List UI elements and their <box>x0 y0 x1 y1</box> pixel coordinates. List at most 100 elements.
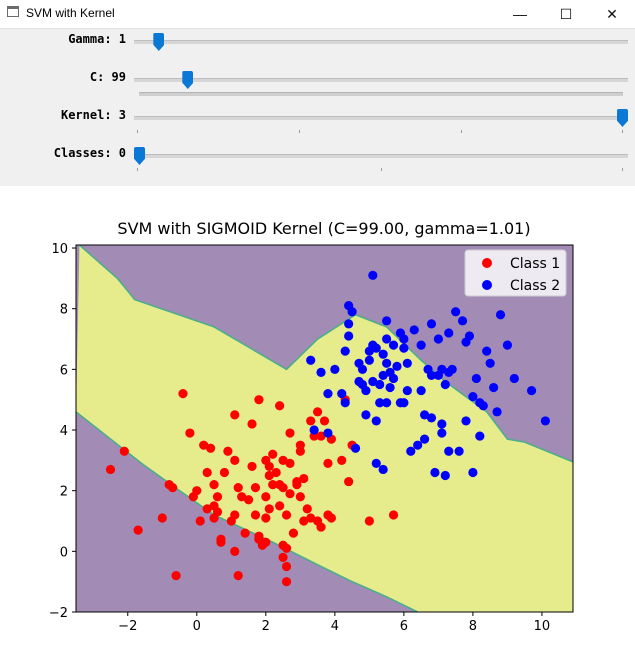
class1-point <box>254 395 264 405</box>
y-tick-label: 8 <box>60 303 68 318</box>
class1-point <box>344 476 354 487</box>
gamma-slider-thumb[interactable] <box>153 33 165 51</box>
x-tick-label: 4 <box>331 619 339 634</box>
c-slider-thumb[interactable] <box>182 71 194 89</box>
class2-point <box>382 334 392 344</box>
axes-frame <box>75 244 574 613</box>
class2-point <box>392 361 402 371</box>
classes-slider-thumb[interactable] <box>134 147 145 165</box>
close-button[interactable]: ✕ <box>606 5 618 22</box>
class1-point <box>212 507 223 517</box>
classes-slider-tick <box>381 168 382 171</box>
class2-point <box>409 325 419 335</box>
c-slider-label: C: 99 <box>89 70 126 84</box>
class1-point <box>185 428 195 438</box>
class1-point <box>192 486 202 496</box>
classes-slider-track[interactable] <box>134 154 628 158</box>
c-slider-bar <box>139 92 623 96</box>
class1-point <box>281 561 292 572</box>
class1-point <box>295 440 305 450</box>
class2-point <box>382 398 392 408</box>
class2-point <box>451 307 461 317</box>
class2-point <box>340 346 350 356</box>
class1-point <box>281 510 292 520</box>
kernel-slider-thumb[interactable] <box>617 109 628 127</box>
class1-point <box>233 483 243 493</box>
app-window-icon <box>7 6 19 17</box>
maximize-button[interactable]: ☐ <box>559 5 573 22</box>
gamma-slider-track[interactable] <box>134 40 628 44</box>
class2-point <box>368 376 378 387</box>
y-tick-label: 6 <box>60 363 68 378</box>
class2-point <box>357 364 368 374</box>
class2-point <box>437 419 447 429</box>
class1-point <box>275 401 285 411</box>
class1-point <box>323 458 333 468</box>
y-tick-label: 2 <box>60 485 68 500</box>
class1-point <box>157 513 167 523</box>
class1-point <box>278 483 288 493</box>
class2-point <box>344 331 354 341</box>
kernel-slider-row: Kernel: 3 <box>0 105 635 143</box>
y-tick-label: 0 <box>60 545 68 560</box>
class2-point <box>344 319 354 329</box>
classes-slider-row: Classes: 0 <box>0 143 635 181</box>
legend-label-class2: Class 2 <box>510 278 560 294</box>
x-tick-label: 10 <box>534 619 551 634</box>
class2-point <box>447 364 457 374</box>
minimize-button[interactable]: — <box>513 6 527 22</box>
y-tick-label: 4 <box>60 424 68 439</box>
class2-point <box>461 337 471 347</box>
class2-point <box>323 428 333 438</box>
x-tick-label: 0 <box>193 619 201 634</box>
class1-point <box>237 492 247 502</box>
window-titlebar: SVM with Kernel — ☐ ✕ <box>0 0 635 29</box>
class2-point <box>371 458 381 468</box>
class2-point <box>444 328 454 338</box>
class1-point <box>230 455 240 465</box>
class2-point <box>406 446 416 456</box>
class2-point <box>316 367 326 377</box>
class2-point <box>492 407 502 417</box>
class1-point <box>264 461 274 472</box>
class1-point <box>240 528 250 538</box>
class1-point <box>233 571 243 581</box>
class2-point <box>482 346 492 356</box>
classes-slider-tick <box>622 168 623 171</box>
class1-point <box>285 489 295 499</box>
legend: Class 1 Class 2 <box>464 249 567 297</box>
class1-point <box>202 467 212 478</box>
class2-point <box>478 401 488 411</box>
class2-point <box>461 416 471 426</box>
classes-slider-label: Classes: 0 <box>53 146 126 160</box>
class2-point <box>419 434 430 444</box>
class1-point <box>306 513 316 523</box>
kernel-slider-track[interactable] <box>134 116 628 120</box>
class2-point <box>485 358 495 368</box>
class1-point <box>285 428 295 438</box>
class1-point <box>168 483 178 493</box>
class2-point <box>416 385 426 396</box>
class1-point <box>326 513 337 523</box>
x-tick-label: 8 <box>469 619 477 634</box>
class2-point <box>375 379 385 390</box>
class2-point <box>437 428 447 438</box>
kernel-slider-tick <box>622 130 623 133</box>
class1-point <box>247 419 257 429</box>
class2-point <box>540 416 550 426</box>
class2-point <box>382 316 392 326</box>
class2-point <box>468 392 478 402</box>
kernel-slider-tick <box>137 130 138 133</box>
class1-point <box>219 467 230 478</box>
class1-point <box>292 480 302 490</box>
class2-point <box>364 355 374 365</box>
class1-point <box>223 446 233 456</box>
class1-point <box>316 431 326 441</box>
class2-point <box>378 464 388 475</box>
legend-marker-class1 <box>482 258 492 268</box>
class1-point <box>268 449 278 459</box>
class2-point <box>426 370 437 381</box>
class1-point <box>278 552 288 563</box>
c-slider-track[interactable] <box>134 78 628 82</box>
class1-point <box>281 577 292 587</box>
